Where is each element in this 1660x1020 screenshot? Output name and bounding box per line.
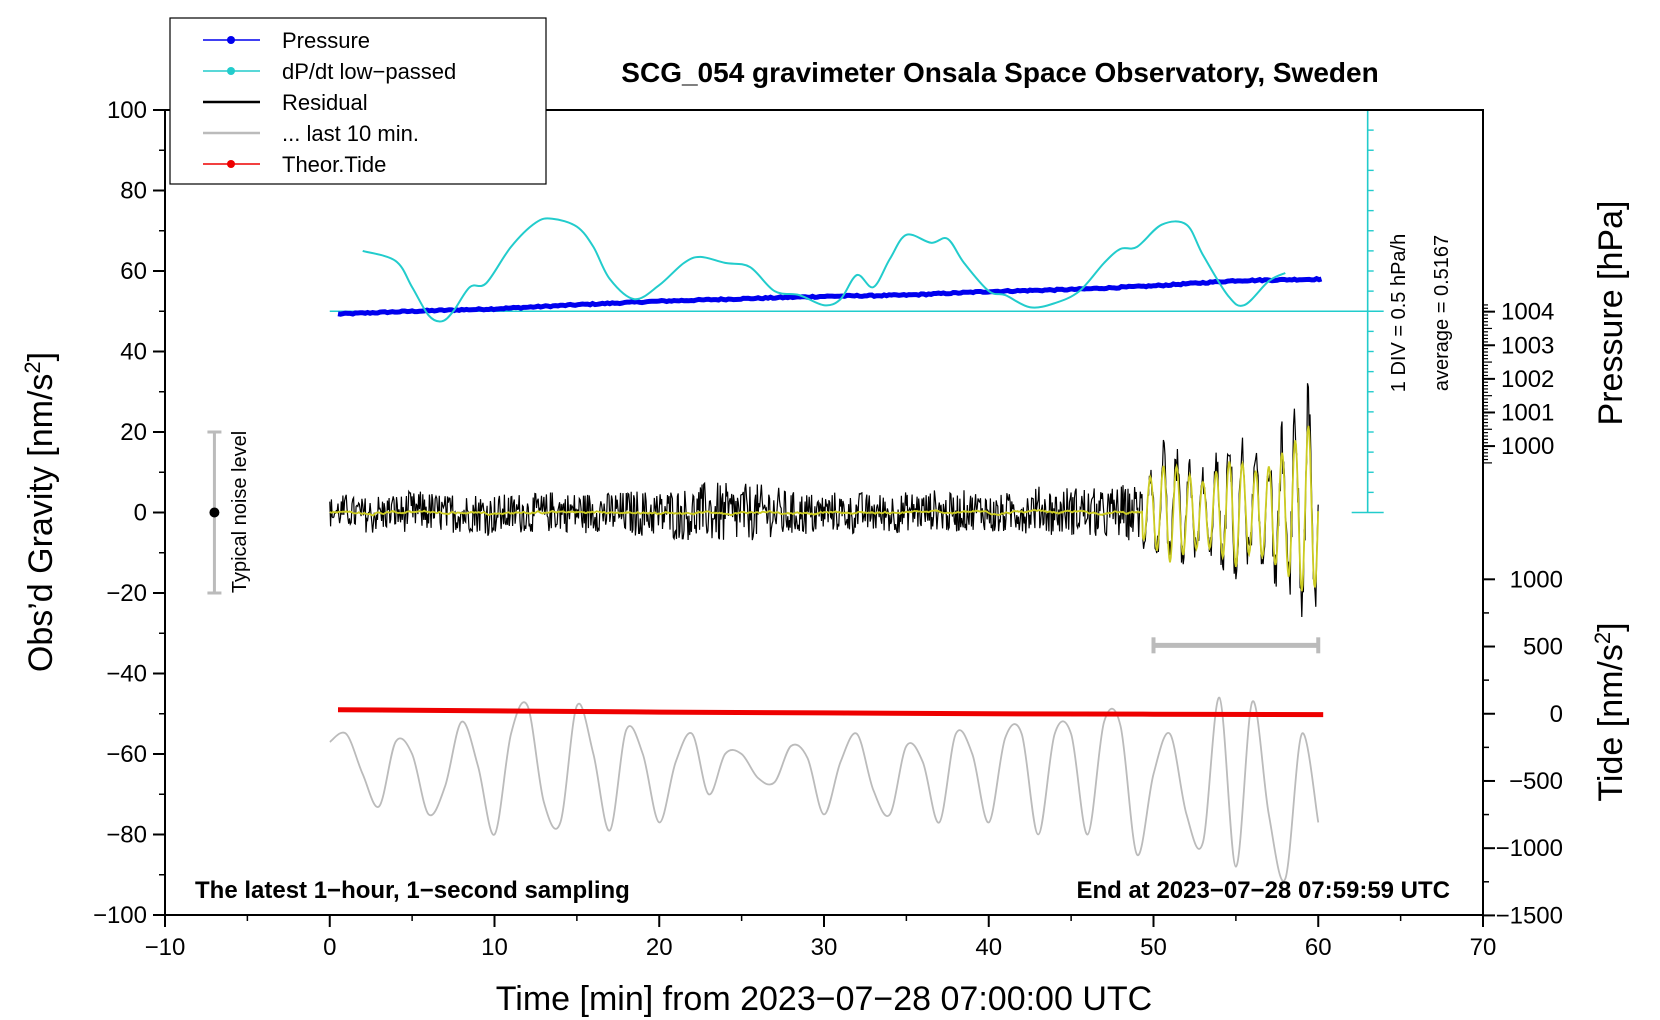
pressure-tick-label: 1002 — [1501, 366, 1554, 393]
x-tick-label: 20 — [646, 934, 673, 961]
series-last10-line — [329, 696, 1320, 882]
tide-tick-label: −1000 — [1496, 835, 1563, 862]
legend-label: ... last 10 min. — [282, 121, 419, 146]
tide-axis-title-main: Tide [nm/s — [1592, 644, 1630, 801]
chart-title: SCG_054 gravimeter Onsala Space Observat… — [621, 57, 1378, 88]
y-axis-title: Obs’d Gravity [nm/s2] — [20, 352, 60, 672]
legend-swatch-marker — [227, 67, 235, 75]
x-tick-label: −10 — [145, 934, 186, 961]
y-tick-label: −80 — [106, 822, 147, 849]
x-tick-label: 30 — [811, 934, 838, 961]
axis-ticks: −10 0 10 20 30 40 50 60 70−100−80−60−40−20020406… — [93, 97, 1563, 961]
x-axis-title: Time [min] from 2023−07−28 07:00:00 UTC — [496, 980, 1152, 1018]
x-tick-label: 10 — [481, 934, 508, 961]
series-residual-line — [329, 383, 1319, 618]
pressure-tick-label: 1001 — [1501, 399, 1554, 426]
legend-swatch-marker — [227, 36, 235, 44]
noise-bar-center-dot — [209, 507, 220, 518]
dpdt-scale-label: 1 DIV = 0.5 hPa/h — [1388, 234, 1410, 392]
series-tide-line — [337, 707, 1324, 718]
y-tick-label: 60 — [120, 258, 147, 285]
y-tick-label: −60 — [106, 741, 147, 768]
pressure-tick-label: 1004 — [1501, 299, 1554, 326]
tide-tick-label: −1500 — [1496, 902, 1563, 929]
tide-tick-label: −500 — [1509, 768, 1563, 795]
y-axis-title-sup: 2 — [20, 361, 45, 373]
y-tick-label: −20 — [106, 580, 147, 607]
y-axis-title-close: ] — [22, 352, 60, 361]
legend-label: dP/dt low−passed — [282, 59, 456, 84]
x-tick-label: 0 — [323, 934, 336, 961]
y-tick-label: −40 — [106, 661, 147, 688]
series-pressure-line — [337, 275, 1323, 317]
y-tick-label: 80 — [120, 178, 147, 205]
tide-axis-title: Tide [nm/s2] — [1590, 622, 1630, 801]
tide-tick-label: 500 — [1523, 634, 1563, 661]
series-dpdt-line — [362, 217, 1286, 323]
x-tick-label: 70 — [1470, 934, 1497, 961]
legend-label: Theor.Tide — [282, 152, 386, 177]
x-tick-label: 40 — [975, 934, 1002, 961]
legend-entries: Pressure dP/dt low−passed Residual ... last… — [203, 28, 456, 177]
annotation-end-time: End at 2023−07−28 07:59:59 UTC — [1076, 877, 1450, 904]
pressure-axis-title: Pressure [hPa] — [1592, 201, 1630, 426]
pressure-tick-label: 1000 — [1501, 433, 1554, 460]
legend-swatch-marker — [227, 160, 235, 168]
annotation-sampling: The latest 1−hour, 1−second sampling — [195, 877, 630, 904]
dpdt-average-label: average = 0.5167 — [1431, 235, 1453, 391]
tide-axis-title-close: ] — [1592, 622, 1630, 631]
tide-axis-title-sup: 2 — [1590, 632, 1615, 644]
series-residual-smoothed-line — [329, 425, 1320, 592]
legend-label: Pressure — [282, 28, 370, 53]
legend: Pressure dP/dt low−passed Residual ... last… — [169, 17, 547, 185]
tide-tick-label: 1000 — [1510, 566, 1563, 593]
y-tick-label: 100 — [107, 97, 147, 124]
y-tick-label: −100 — [93, 902, 147, 929]
tide-tick-label: 0 — [1550, 701, 1563, 728]
x-tick-label: 50 — [1140, 934, 1167, 961]
y-axis-title-main: Obs’d Gravity [nm/s — [22, 374, 60, 673]
y-tick-label: 20 — [120, 419, 147, 446]
x-tick-label: 60 — [1305, 934, 1332, 961]
legend-label: Residual — [282, 90, 368, 115]
noise-level-label: Typical noise level — [229, 431, 251, 593]
series-layer — [207, 109, 1384, 882]
y-tick-label: 0 — [134, 500, 147, 527]
pressure-tick-label: 1003 — [1501, 332, 1554, 359]
y-tick-label: 40 — [120, 339, 147, 366]
